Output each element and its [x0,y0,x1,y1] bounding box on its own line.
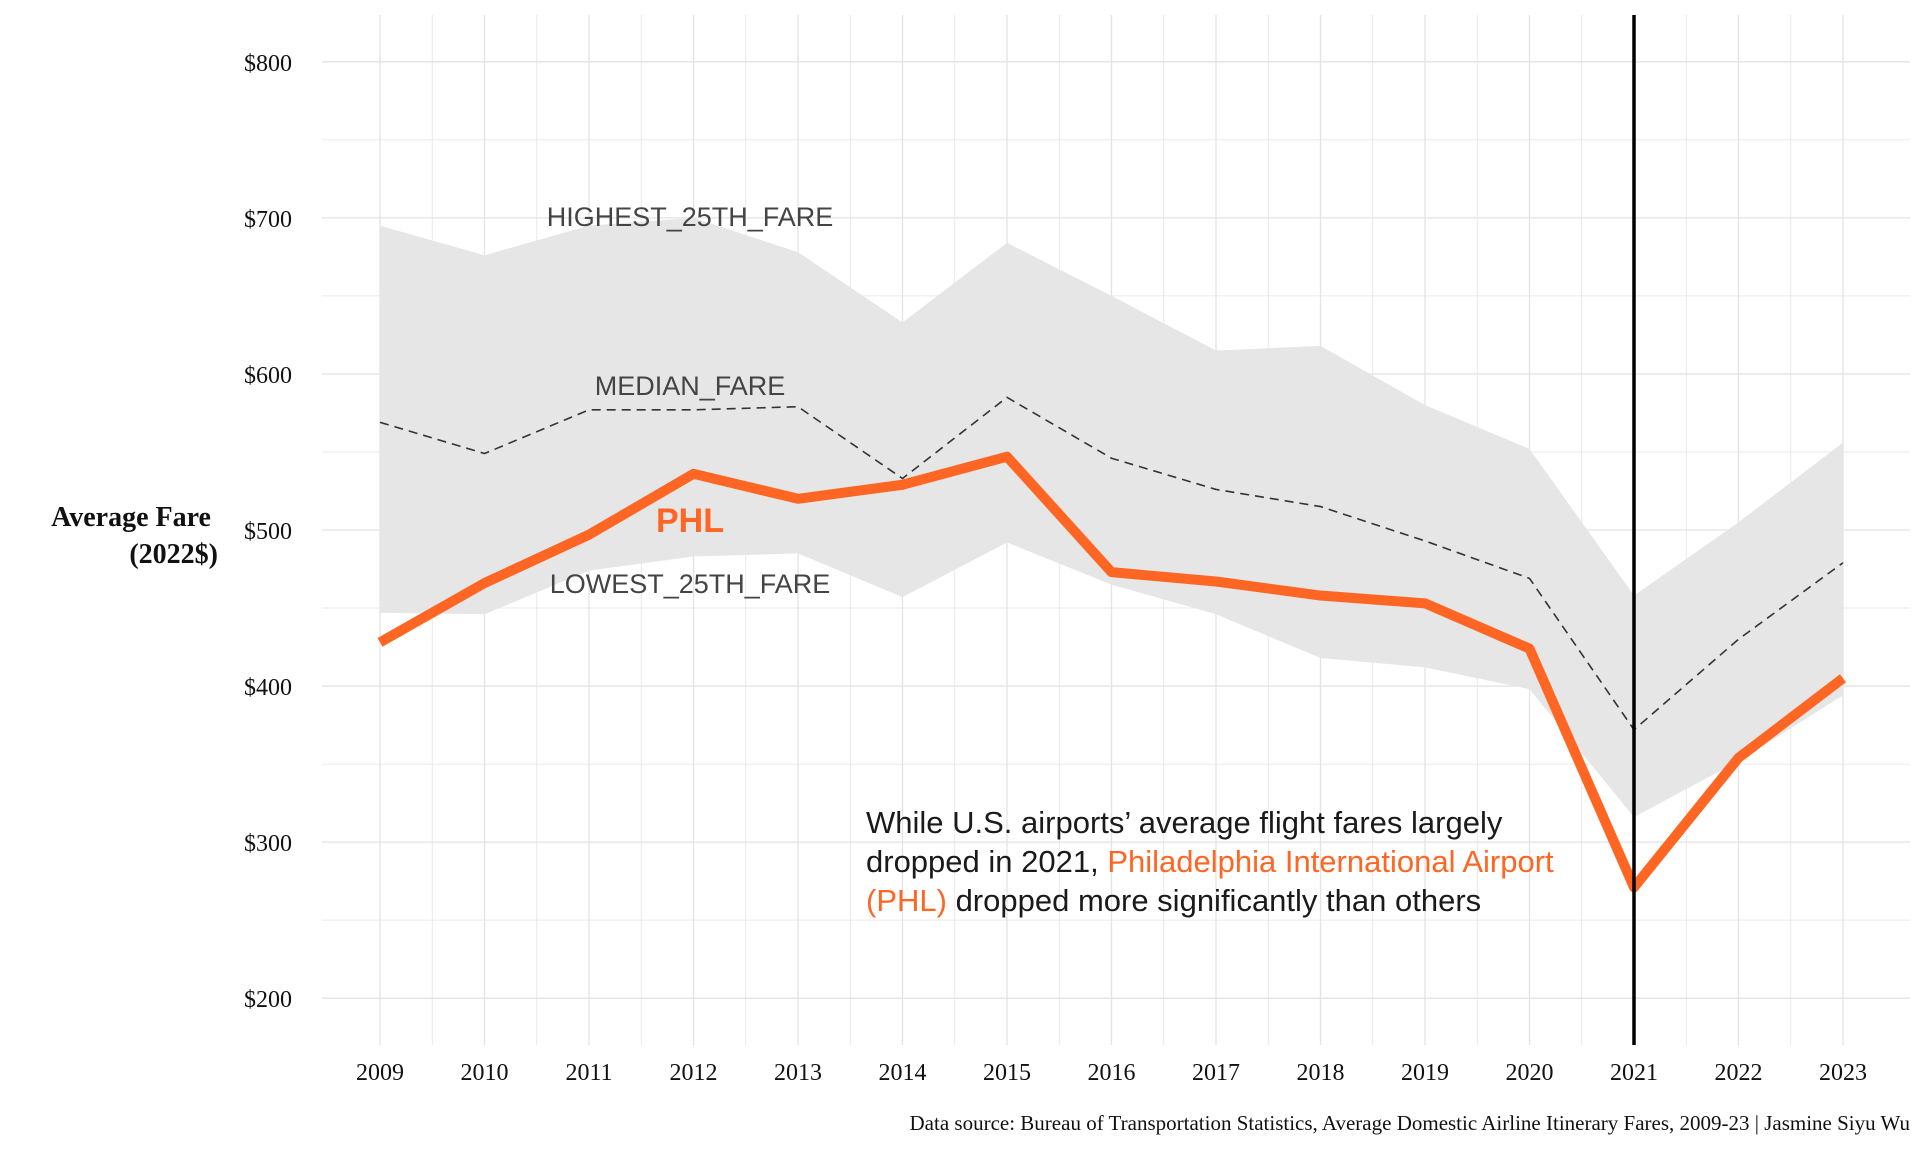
lowest-25th-label: LOWEST_25TH_FARE [550,569,831,599]
x-tick-label: 2019 [1401,1060,1449,1086]
x-tick-label: 2020 [1506,1060,1554,1086]
y-tick-label: $500 [244,519,292,545]
x-tick-label: 2021 [1610,1060,1658,1086]
highest-25th-label: HIGHEST_25TH_FARE [547,202,834,232]
x-tick-label: 2017 [1192,1060,1240,1086]
annotation-phl-code: (PHL) [866,883,947,918]
annotation-line2: dropped in 2021, Philadelphia Internatio… [866,844,1554,879]
y-tick-label: $200 [244,987,292,1013]
x-tick-label: 2015 [983,1060,1031,1086]
x-tick-label: 2013 [774,1060,822,1086]
y-tick-label: $600 [244,363,292,389]
median-fare-line [379,396,1844,731]
annotation-airport-name: Philadelphia International Airport [1107,844,1554,879]
x-tick-label: 2012 [670,1060,718,1086]
x-tick-label: 2022 [1715,1060,1763,1086]
x-tick-label: 2018 [1297,1060,1345,1086]
x-axis-ticks: 2009 2010 2011 2012 2013 2014 2015 2016 2017 2018… [356,1060,1867,1086]
x-tick-label: 2014 [879,1060,927,1086]
annotation-line3: (PHL) dropped more significantly than ot… [866,883,1481,918]
interquartile-band [380,217,1843,818]
annotation-line2-a: dropped in 2021, [866,844,1107,879]
y-tick-label: $300 [244,831,292,857]
data-source-caption: Data source: Bureau of Transportation St… [910,1111,1911,1135]
y-axis-label-line2: (2022$) [129,539,218,570]
lines [377,396,1847,893]
x-tick-label: 2023 [1819,1060,1867,1086]
x-tick-label: 2016 [1088,1060,1136,1086]
y-tick-label: $400 [244,675,292,701]
y-axis-ticks: $200 $300 $400 $500 $600 $700 $800 [244,51,292,1013]
phl-fare-line [377,451,1847,893]
annotation: While U.S. airports’ average flight fare… [866,805,1562,918]
x-tick-label: 2009 [356,1060,404,1086]
x-tick-label: 2011 [565,1060,612,1086]
annotation-line1: While U.S. airports’ average flight fare… [866,805,1503,840]
y-tick-label: $700 [244,207,292,233]
x-tick-label: 2010 [461,1060,509,1086]
y-axis-label-line1: Average Fare [51,502,211,533]
y-axis-label: Average Fare (2022$) [51,502,218,570]
median-label: MEDIAN_FARE [595,371,786,401]
annotation-line3-b: dropped more significantly than others [947,883,1481,918]
y-tick-label: $800 [244,51,292,77]
phl-label: PHL [656,502,724,540]
